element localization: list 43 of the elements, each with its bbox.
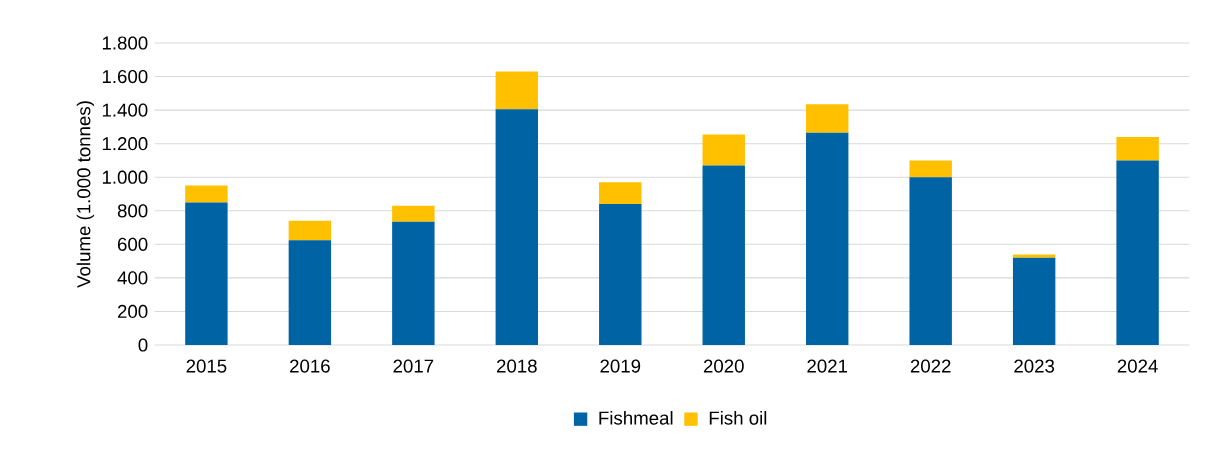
bar bbox=[1012, 257, 1056, 345]
y-tick-label: 800 bbox=[117, 204, 148, 218]
y-tick-label: 1.000 bbox=[102, 170, 148, 184]
y-tick-label: 1.600 bbox=[102, 69, 148, 84]
bar bbox=[909, 177, 952, 345]
y-tick-label: 0 bbox=[138, 338, 148, 352]
bar bbox=[1116, 160, 1159, 345]
y-tick-label: 1.400 bbox=[102, 103, 148, 117]
bar bbox=[702, 165, 745, 345]
bar bbox=[495, 109, 539, 345]
bar bbox=[392, 221, 435, 345]
bar bbox=[392, 205, 435, 222]
x-tick-label: 2023 bbox=[1014, 359, 1055, 373]
bar bbox=[185, 202, 228, 345]
bar bbox=[1012, 254, 1056, 258]
y-axis-title: Volume (1.000 tonnes) bbox=[76, 101, 95, 288]
y-tick-label: 1.800 bbox=[102, 36, 148, 50]
bar bbox=[495, 71, 539, 110]
y-tick-label: 600 bbox=[117, 237, 148, 251]
x-tick-label: 2020 bbox=[703, 359, 744, 373]
y-tick-label: 400 bbox=[117, 271, 148, 285]
y-tick-label: 200 bbox=[117, 304, 148, 319]
legend-label: Fishmeal bbox=[599, 410, 673, 425]
bar bbox=[806, 104, 849, 133]
bar bbox=[288, 220, 332, 241]
bar bbox=[599, 182, 642, 205]
bar bbox=[702, 134, 745, 166]
x-tick-label: 2019 bbox=[600, 359, 641, 373]
bar bbox=[1116, 136, 1159, 161]
bar bbox=[806, 132, 849, 345]
y-tick-label: 1.200 bbox=[102, 137, 148, 151]
x-tick-label: 2021 bbox=[807, 359, 848, 373]
bar bbox=[909, 160, 952, 178]
bar bbox=[185, 185, 228, 203]
bar bbox=[599, 204, 642, 345]
legend-label: Fish oil bbox=[709, 410, 767, 425]
bar bbox=[288, 240, 332, 345]
x-tick-label: 2018 bbox=[496, 359, 537, 373]
x-tick-label: 2015 bbox=[186, 359, 227, 373]
x-tick-label: 2022 bbox=[910, 359, 951, 373]
x-tick-label: 2016 bbox=[290, 359, 330, 373]
x-tick-label: 2024 bbox=[1117, 359, 1158, 373]
x-tick-label: 2017 bbox=[393, 359, 434, 373]
